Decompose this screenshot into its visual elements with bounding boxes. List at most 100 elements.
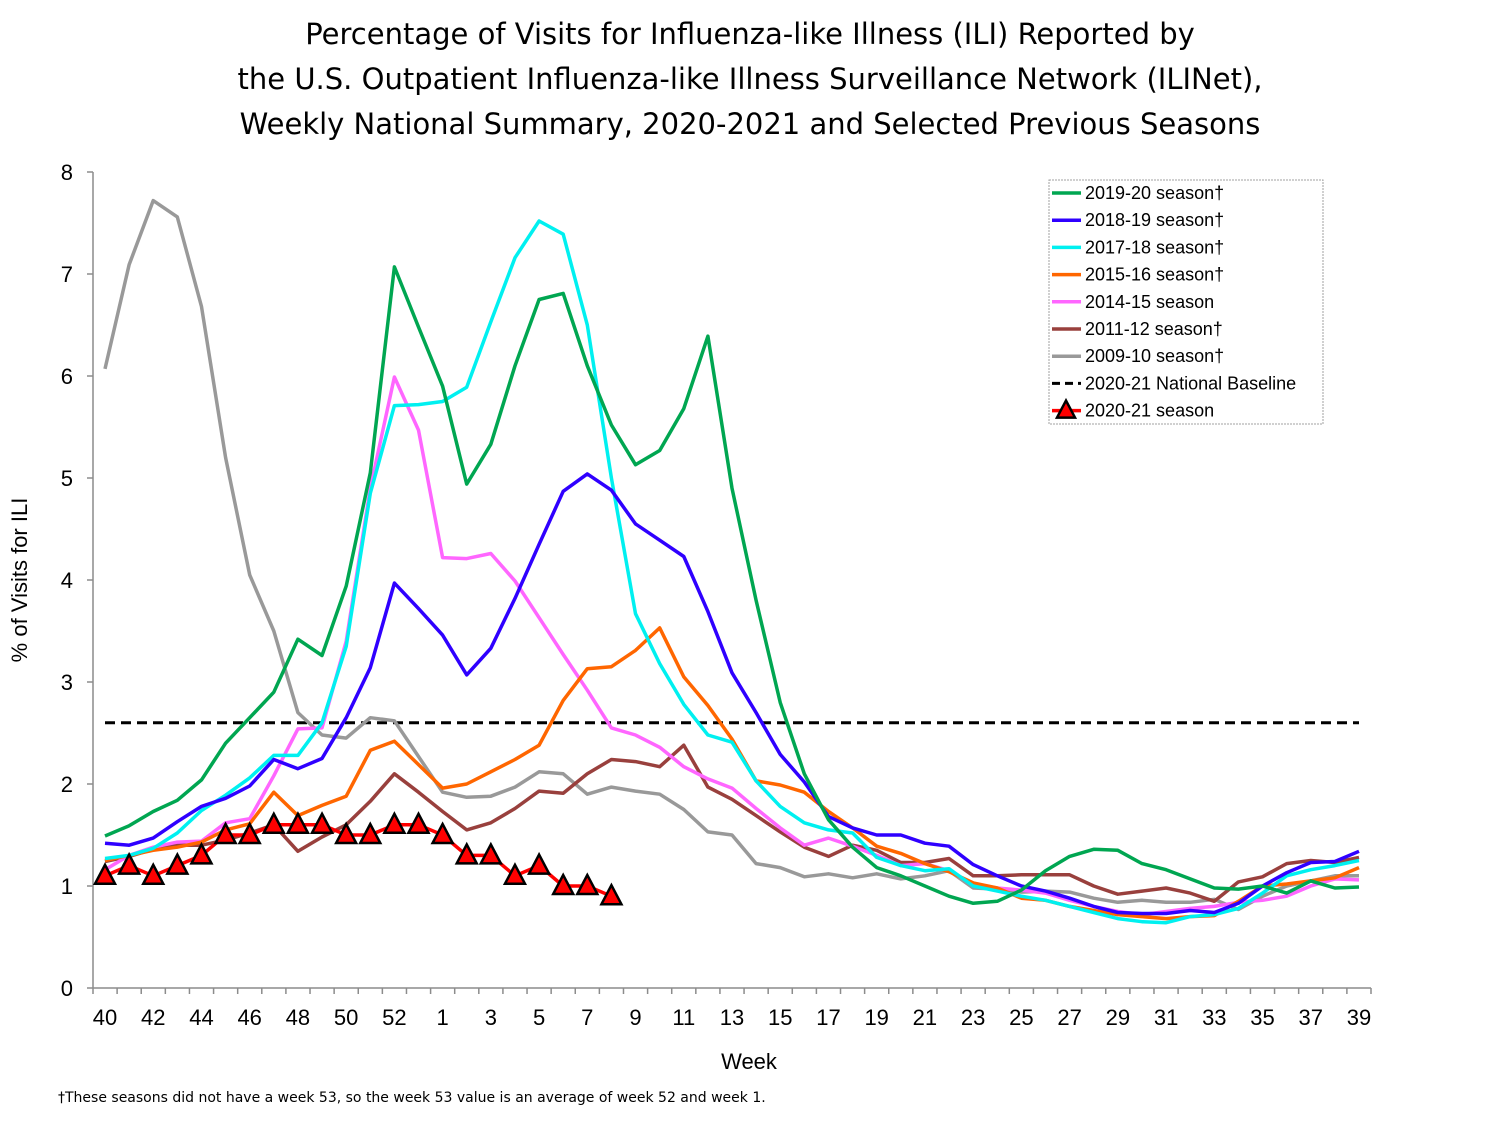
x-tick-label: 50 (334, 1005, 358, 1030)
series-2020-21-season (92, 811, 624, 906)
title-line-1: Percentage of Visits for Influenza-like … (305, 17, 1195, 51)
series-2011-12-season (104, 743, 1360, 904)
x-tick-label: 25 (1009, 1005, 1033, 1030)
legend-item: 2014-15 season (1052, 292, 1214, 312)
legend-item: 2009-10 season† (1052, 346, 1224, 366)
footnote: †These seasons did not have a week 53, s… (58, 1090, 766, 1106)
x-tick-label: 48 (286, 1005, 310, 1030)
data-point-2020-21-season (430, 821, 455, 845)
data-point-2020-21-season (237, 821, 262, 845)
legend-box (1048, 179, 1324, 425)
x-tick-label: 44 (189, 1005, 213, 1030)
x-tick-label: 15 (768, 1005, 792, 1030)
data-point-2020-21-season (117, 851, 142, 875)
x-tick-label: 40 (93, 1005, 117, 1030)
data-point-2020-21-season (358, 821, 383, 845)
x-tick-label: 35 (1250, 1005, 1274, 1030)
series-2018-19-season (104, 472, 1360, 916)
data-point-2020-21-season (575, 872, 600, 896)
x-tick-label: 19 (864, 1005, 888, 1030)
legend-label: 2009-10 season† (1085, 346, 1224, 366)
y-tick-label: 2 (61, 772, 73, 797)
y-axis-title: % of Visits for ILI (7, 498, 32, 663)
data-point-2020-21-season (599, 882, 624, 906)
x-tick-label: 9 (629, 1005, 641, 1030)
series-line-2018-19-season (104, 472, 1360, 916)
y-tick-label: 1 (61, 874, 73, 899)
title-line-3: Weekly National Summary, 2020-2021 and S… (239, 107, 1261, 141)
series-line-2015-16-season (104, 626, 1360, 921)
x-tick-label: 17 (816, 1005, 840, 1030)
data-point-2020-21-season (213, 821, 238, 845)
legend: 2019-20 season† 2018-19 season† 2017-18 se… (1048, 179, 1324, 425)
legend-item: 2020-21 National Baseline (1052, 373, 1296, 393)
x-tick-label: 1 (436, 1005, 448, 1030)
x-tick-label: 21 (913, 1005, 937, 1030)
y-tick-label: 0 (61, 976, 73, 1001)
legend-item: 2020-21 season (1052, 397, 1214, 421)
x-tick-label: 31 (1154, 1005, 1178, 1030)
x-tick-label: 33 (1202, 1005, 1226, 1030)
data-point-2020-21-season (551, 872, 576, 896)
legend-label: 2020-21 National Baseline (1085, 373, 1296, 393)
x-tick-label: 52 (382, 1005, 406, 1030)
x-tick-label: 13 (720, 1005, 744, 1030)
series-2017-18-season (104, 219, 1360, 925)
legend-label: 2017-18 season† (1085, 237, 1224, 257)
x-tick-label: 29 (1106, 1005, 1130, 1030)
data-point-2020-21-season (406, 811, 431, 835)
y-tick-label: 5 (61, 466, 73, 491)
x-axis-title: Week (721, 1049, 778, 1074)
data-point-2020-21-season (478, 841, 503, 865)
data-point-2020-21-season (334, 821, 359, 845)
data-point-2020-21-season (165, 851, 190, 875)
legend-item: 2019-20 season† (1052, 183, 1224, 203)
title-line-2: the U.S. Outpatient Influenza-like Illne… (237, 62, 1263, 96)
legend-label: 2019-20 season† (1085, 183, 1224, 203)
data-point-2020-21-season (261, 811, 286, 835)
series-layer (92, 198, 1360, 925)
x-tick-label: 7 (581, 1005, 593, 1030)
legend-item: 2015-16 season† (1052, 265, 1224, 285)
data-point-2020-21-season (309, 811, 335, 835)
y-tick-label: 3 (61, 670, 73, 695)
x-tick-label: 3 (485, 1005, 497, 1030)
x-tick-label: 42 (141, 1005, 165, 1030)
y-tick-label: 7 (61, 262, 73, 287)
x-tick-label: 37 (1299, 1005, 1323, 1030)
series-line-2020-21-season (104, 823, 613, 898)
series-line-2017-18-season (104, 219, 1360, 925)
x-tick-label: 5 (533, 1005, 545, 1030)
y-tick-label: 4 (61, 568, 73, 593)
legend-label: 2015-16 season† (1085, 265, 1224, 285)
data-point-2020-21-season (189, 841, 214, 865)
series-2019-20-season (104, 265, 1360, 906)
data-point-2020-21-season (382, 811, 407, 835)
legend-item: 2011-12 season† (1052, 319, 1223, 339)
series-line-2011-12-season (104, 743, 1360, 904)
x-tick-label: 27 (1057, 1005, 1081, 1030)
y-tick-label: 8 (61, 160, 73, 185)
chart-title: Percentage of Visits for Influenza-like … (0, 12, 1500, 147)
data-point-2020-21-season (527, 851, 552, 875)
data-point-2020-21-season (92, 862, 118, 886)
x-tick-label: 39 (1347, 1005, 1371, 1030)
legend-label: 2020-21 season (1085, 401, 1214, 421)
y-tick-label: 6 (61, 364, 73, 389)
data-point-2020-21-season (285, 811, 310, 835)
legend-item: 2018-19 season† (1052, 210, 1224, 230)
series-2015-16-season (104, 626, 1360, 921)
data-point-2020-21-season (141, 862, 166, 886)
legend-item: 2017-18 season† (1052, 237, 1224, 257)
x-tick-label: 11 (672, 1005, 695, 1030)
legend-label: 2014-15 season (1085, 292, 1214, 312)
legend-marker-triangle (1054, 397, 1078, 419)
series-line-2019-20-season (104, 265, 1360, 906)
data-point-2020-21-season (502, 862, 528, 886)
legend-label: 2018-19 season† (1085, 210, 1224, 230)
legend-label: 2011-12 season† (1085, 319, 1223, 339)
x-tick-label: 23 (961, 1005, 985, 1030)
data-point-2020-21-season (454, 841, 479, 865)
